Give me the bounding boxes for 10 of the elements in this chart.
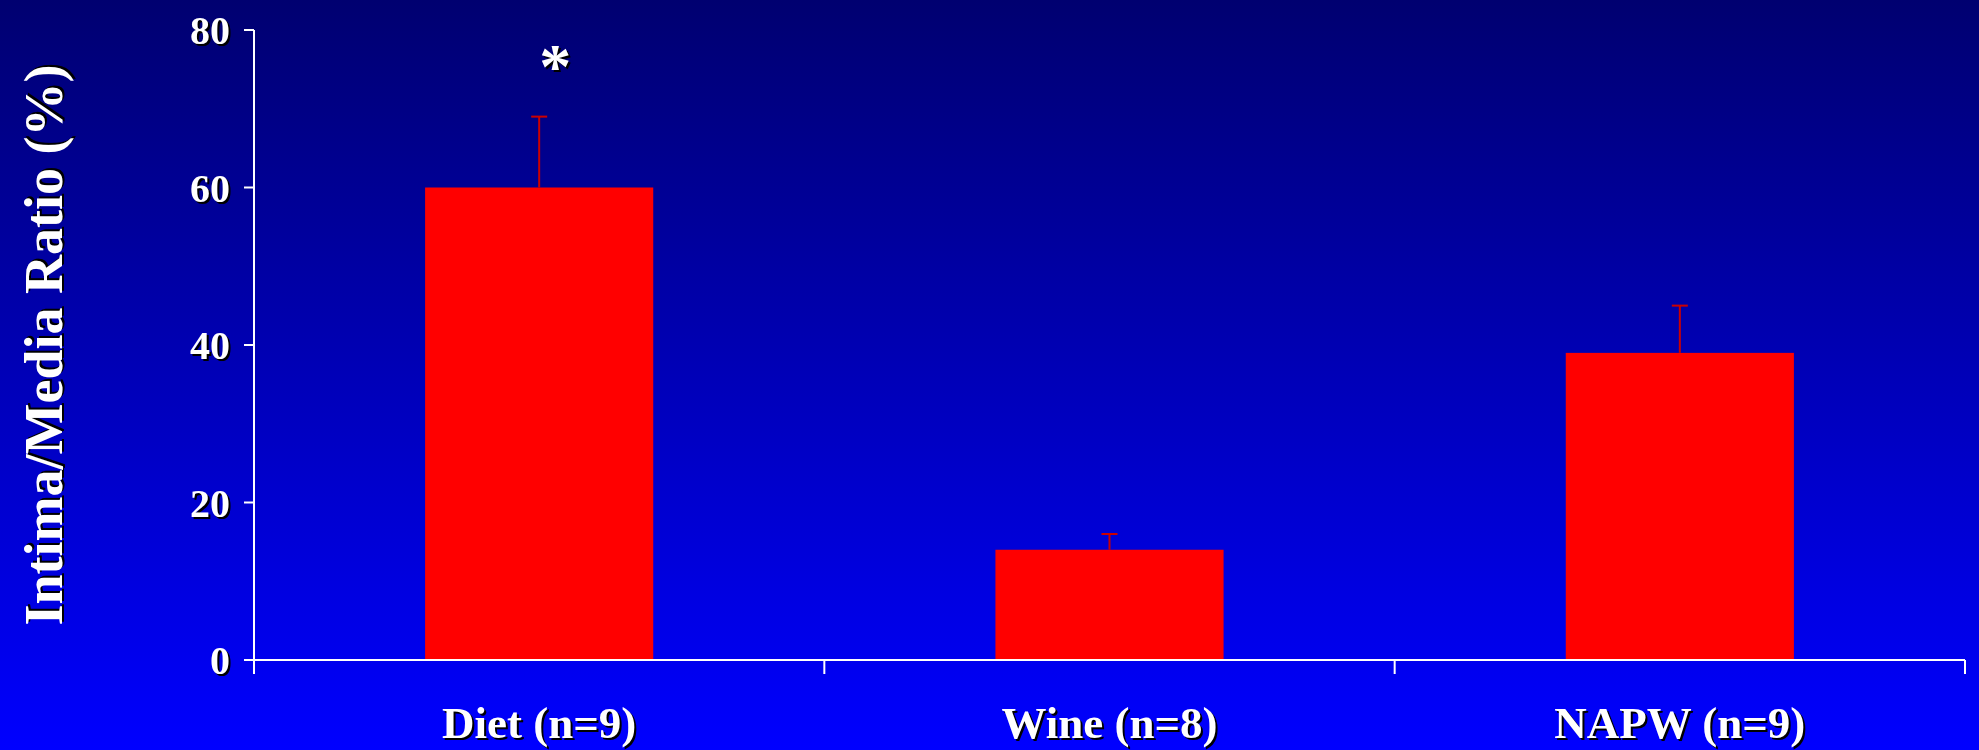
y-tick-label: 0 xyxy=(210,638,230,683)
y-tick-label: 40 xyxy=(190,323,230,368)
x-tick-label: NAPW (n=9) xyxy=(1554,698,1806,748)
y-axis-title: Intima/Media Ratio (%) xyxy=(14,64,74,626)
y-tick-label: 60 xyxy=(190,165,230,211)
y-tick-label: 20 xyxy=(190,480,230,526)
y-tick-label: 80 xyxy=(190,8,230,53)
annotation: * xyxy=(539,30,572,102)
x-tick-label: Wine (n=8) xyxy=(1001,698,1218,748)
x-tick-label: Diet (n=9) xyxy=(441,698,637,748)
